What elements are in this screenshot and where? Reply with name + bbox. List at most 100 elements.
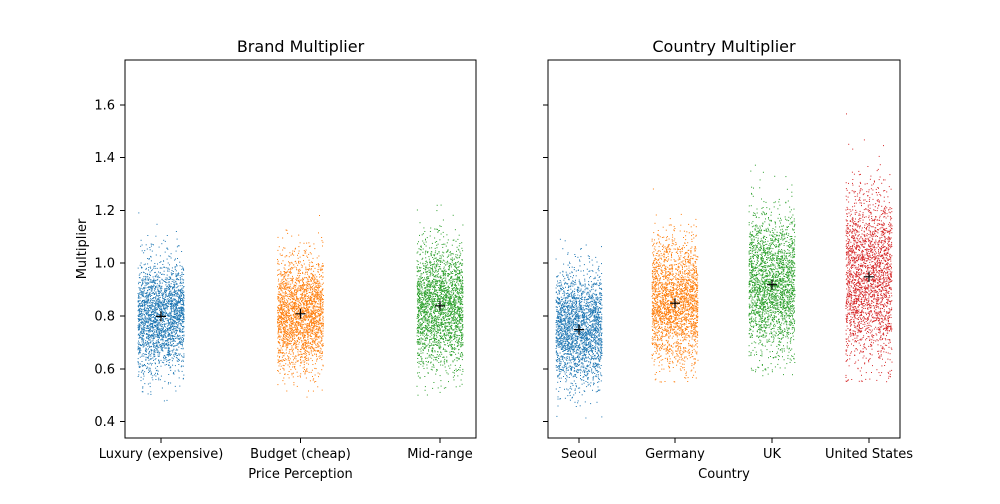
- data-point: [290, 323, 292, 324]
- data-point: [312, 286, 313, 288]
- data-point: [440, 297, 442, 299]
- data-point: [310, 303, 311, 305]
- data-point: [287, 298, 289, 300]
- data-point: [162, 343, 164, 345]
- data-point: [145, 312, 147, 314]
- data-point: [148, 323, 150, 325]
- data-point: [179, 385, 181, 387]
- data-point: [305, 340, 307, 342]
- data-point: [294, 310, 296, 311]
- data-point: [151, 304, 153, 306]
- data-point: [320, 292, 322, 294]
- data-point: [158, 298, 159, 300]
- data-point: [282, 292, 284, 294]
- data-point: [300, 317, 302, 319]
- data-point: [141, 341, 143, 343]
- data-point: [299, 314, 301, 316]
- data-point: [312, 312, 314, 314]
- data-point: [294, 334, 296, 335]
- data-point: [284, 358, 286, 360]
- data-point: [177, 355, 178, 356]
- data-point: [143, 276, 145, 278]
- data-point: [315, 295, 317, 297]
- data-point: [293, 332, 295, 334]
- data-point: [298, 234, 300, 236]
- data-point: [179, 341, 181, 343]
- data-point: [177, 293, 179, 295]
- data-point: [159, 287, 161, 289]
- data-point: [144, 299, 146, 301]
- data-point: [290, 316, 292, 318]
- data-point: [302, 320, 304, 322]
- data-point: [299, 332, 301, 334]
- data-point: [304, 295, 306, 297]
- data-point: [142, 353, 144, 355]
- data-point: [286, 319, 287, 321]
- data-point: [149, 299, 151, 301]
- data-point: [153, 314, 155, 316]
- data-point: [289, 328, 291, 330]
- data-point: [170, 305, 172, 307]
- data-point: [154, 330, 156, 332]
- data-point: [277, 296, 279, 298]
- data-point: [138, 374, 140, 376]
- data-point: [296, 297, 298, 299]
- data-point: [282, 295, 284, 297]
- data-point: [287, 346, 289, 348]
- data-point: [278, 305, 280, 306]
- data-point: [157, 340, 159, 342]
- data-point: [293, 316, 295, 318]
- data-point: [280, 307, 282, 309]
- data-point: [183, 316, 185, 317]
- data-point: [141, 311, 143, 313]
- data-point: [151, 337, 153, 339]
- data-point: [173, 330, 175, 332]
- data-point: [284, 331, 286, 333]
- data-point: [153, 267, 155, 269]
- data-point: [145, 277, 147, 279]
- data-point: [301, 356, 303, 358]
- data-point: [313, 305, 315, 306]
- data-point: [306, 255, 308, 257]
- data-point: [139, 347, 141, 349]
- data-point: [288, 290, 290, 292]
- data-point: [171, 360, 173, 362]
- data-point: [320, 308, 322, 310]
- data-point: [313, 307, 315, 309]
- data-point: [295, 262, 297, 264]
- data-point: [313, 274, 315, 276]
- data-point: [179, 327, 181, 329]
- data-point: [171, 281, 173, 282]
- data-point: [149, 292, 151, 294]
- data-point: [168, 313, 170, 315]
- data-point: [315, 294, 317, 296]
- data-point: [304, 350, 306, 352]
- data-point: [179, 282, 181, 284]
- data-point: [145, 273, 147, 275]
- data-point: [142, 317, 144, 319]
- data-point: [178, 301, 180, 303]
- data-point: [168, 374, 170, 375]
- data-point: [322, 272, 324, 274]
- data-point: [149, 277, 151, 279]
- data-point: [305, 252, 307, 254]
- data-point: [322, 245, 323, 247]
- data-point: [292, 311, 294, 312]
- data-point: [182, 319, 183, 321]
- data-point: [172, 325, 174, 327]
- data-point: [302, 345, 304, 347]
- data-point: [296, 308, 298, 310]
- data-point: [291, 321, 293, 323]
- data-point: [152, 285, 154, 287]
- data-point: [301, 322, 303, 324]
- data-point: [152, 302, 153, 304]
- data-point: [461, 312, 462, 314]
- data-point: [295, 327, 297, 329]
- data-point: [137, 325, 139, 327]
- data-point: [302, 271, 304, 273]
- data-point: [168, 323, 169, 325]
- data-point: [138, 353, 140, 355]
- data-point: [439, 344, 441, 346]
- data-point: [303, 302, 305, 304]
- data-point: [300, 354, 302, 355]
